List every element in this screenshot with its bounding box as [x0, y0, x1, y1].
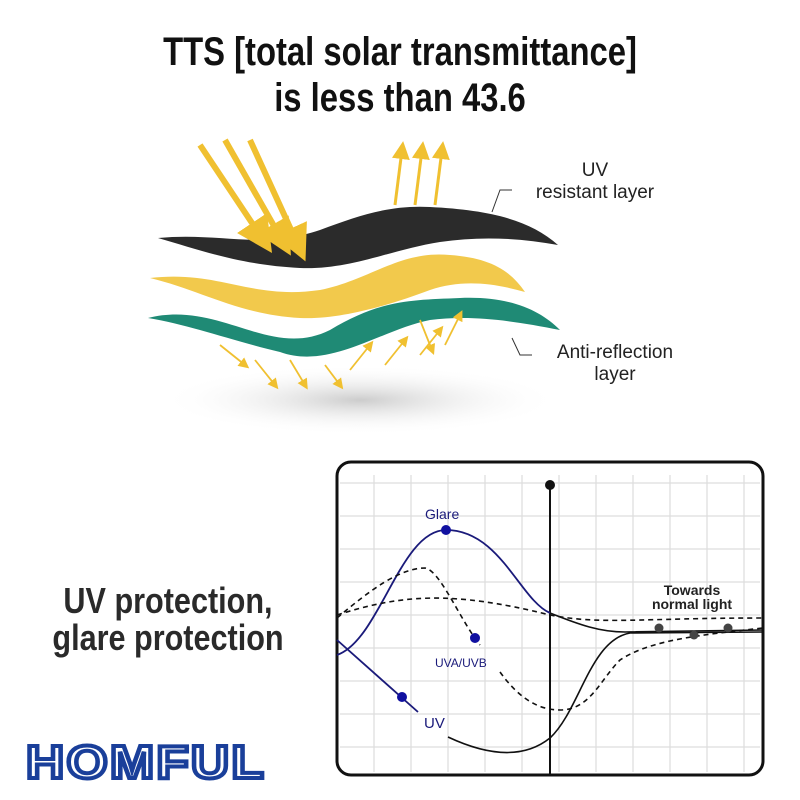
glare-marker: [441, 525, 451, 535]
wide-dashed-curve: [336, 597, 764, 622]
normal-label-line2: normal light: [652, 596, 732, 612]
uv-pointer: [491, 189, 512, 213]
headline-line2: is less than 43.6: [274, 76, 526, 120]
anti-label-line2: layer: [594, 364, 636, 385]
anti-pointer: [511, 337, 532, 356]
brand-logo: HOMFUL: [24, 734, 267, 790]
anti-reflection-label: Anti-reflection layer: [525, 342, 705, 386]
uva-uvb-curve: [336, 567, 481, 646]
normal-marker: [689, 630, 699, 640]
scattered-arrows: [219, 310, 463, 390]
headline-line1: TTS [total solar transmittance]: [163, 30, 637, 74]
normal-label-line1: Towards: [664, 582, 721, 598]
uva-uvb-curve-return: [499, 627, 764, 711]
side-text-line1: UV protection,: [63, 580, 273, 621]
normal-marker: [654, 623, 664, 633]
uv-label-line1: UV: [581, 160, 609, 181]
uv-label-line2: resistant layer: [535, 182, 655, 203]
axis-dot: [545, 480, 555, 490]
glare-label: Glare: [425, 506, 459, 522]
middle-layer-yellow: [150, 254, 525, 319]
uva-uvb-label: UVA/UVB: [435, 656, 487, 670]
uv-label: UV: [424, 715, 445, 732]
incoming-sun-arrows: [197, 138, 307, 262]
uv-curve-return: [447, 631, 764, 754]
side-text-line2: glare protection: [52, 617, 284, 658]
normal-marker: [723, 623, 733, 633]
uv-marker: [397, 692, 407, 702]
uva-uvb-marker: [470, 633, 480, 643]
reflected-arrows: [391, 141, 450, 206]
shadow: [160, 365, 560, 435]
anti-label-line1: Anti-reflection: [556, 342, 674, 363]
uv-layer-label: UV resistant layer: [505, 160, 685, 204]
